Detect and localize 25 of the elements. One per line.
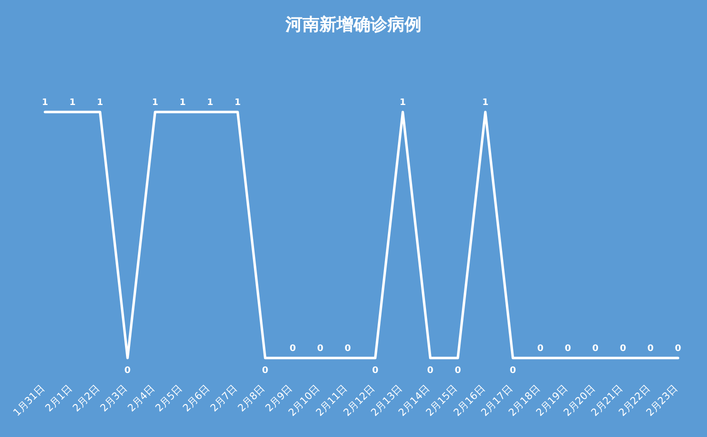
data-label: 0 xyxy=(262,366,268,376)
data-label: 0 xyxy=(454,366,461,376)
data-label: 1 xyxy=(400,98,406,108)
data-label: 0 xyxy=(674,344,682,354)
data-label: 0 xyxy=(647,344,654,354)
data-label: 1 xyxy=(69,98,76,108)
data-label: 1 xyxy=(179,98,186,108)
data-label: 0 xyxy=(290,344,296,354)
data-label: 0 xyxy=(317,344,324,354)
data-label: 0 xyxy=(592,344,599,354)
data-label: 0 xyxy=(344,344,351,354)
data-label: 0 xyxy=(564,344,572,354)
data-label: 0 xyxy=(124,366,131,376)
data-label: 0 xyxy=(372,366,378,376)
data-label: 0 xyxy=(620,344,626,354)
data-label: 1 xyxy=(234,98,241,108)
data-label: 0 xyxy=(510,366,516,376)
data-label: 0 xyxy=(537,344,544,354)
data-label: 1 xyxy=(482,98,488,108)
chart-title: 河南新增确诊病例 xyxy=(284,15,422,35)
data-label: 1 xyxy=(207,98,214,108)
data-label: 1 xyxy=(42,98,48,108)
data-label: 1 xyxy=(152,98,158,108)
data-label: 0 xyxy=(427,366,434,376)
data-label: 1 xyxy=(96,98,104,108)
